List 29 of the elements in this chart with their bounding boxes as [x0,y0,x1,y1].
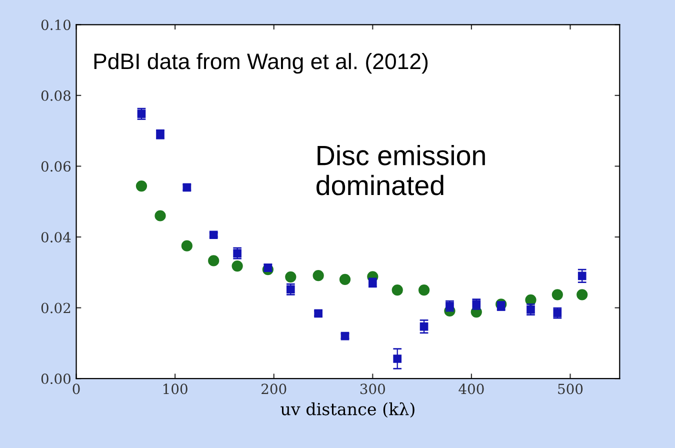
point [285,271,296,283]
x-tick-label: 500 [558,384,583,394]
point [154,210,166,222]
point [312,270,324,282]
point [393,354,402,363]
point [418,284,430,296]
point [576,289,588,300]
annotation: Disc emission dominated [316,144,485,196]
annotation: PdBI data from Wang et al. (2012) [94,52,428,74]
point [392,284,403,296]
y-tick-label: 0.02 [41,302,70,314]
y-tick-label: 0.10 [41,20,70,30]
point [181,240,192,252]
x-tick-label: 100 [164,384,188,394]
x-tick-label: 300 [360,384,385,394]
point [136,180,148,192]
x-tick-label: 400 [458,384,484,394]
x-tick-label: 200 [262,384,286,394]
point [339,274,351,286]
y-tick-label: 0.08 [41,90,70,101]
point [552,289,563,300]
x-tick-label: 0 [72,384,80,394]
point [232,260,243,272]
y-tick-label: 0.04 [41,232,71,242]
y-tick-label: 0.00 [41,374,70,384]
point [208,255,220,266]
x-axis-title: uv distance (kλ) [280,402,414,418]
point [525,294,536,306]
y-tick-label: 0.06 [41,161,71,172]
